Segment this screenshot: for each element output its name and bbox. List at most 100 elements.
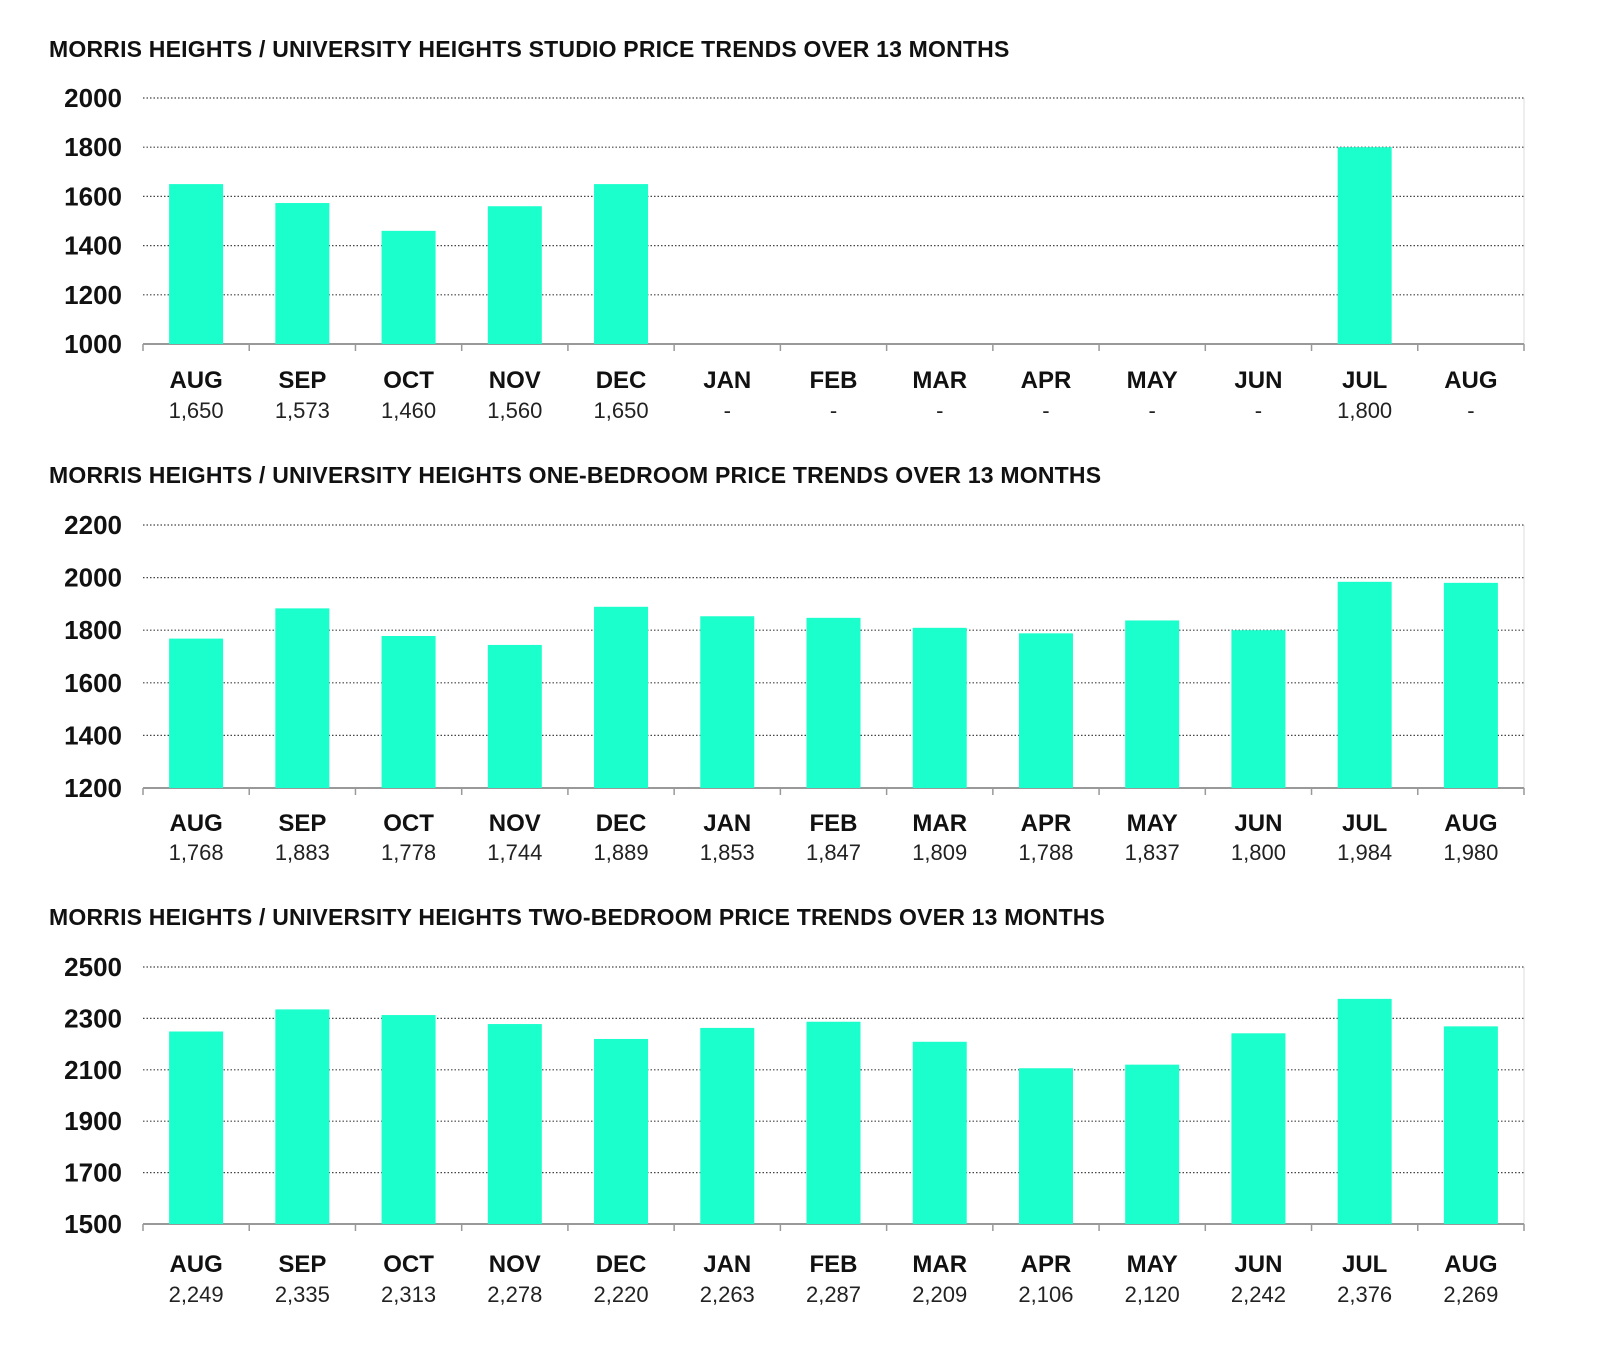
y-tick-label: 2500 bbox=[64, 952, 122, 982]
category-label: MAR bbox=[912, 810, 967, 837]
bar bbox=[1337, 998, 1392, 1224]
bar bbox=[169, 638, 224, 788]
y-tick-label: 2200 bbox=[64, 510, 122, 540]
bar bbox=[381, 230, 436, 344]
value-label: - bbox=[724, 398, 731, 423]
category-label: MAY bbox=[1127, 367, 1178, 394]
category-label: AUG bbox=[169, 810, 222, 837]
bar bbox=[275, 203, 330, 344]
value-label: 2,220 bbox=[594, 1282, 649, 1307]
bar bbox=[1443, 1026, 1498, 1224]
category-label: AUG bbox=[1444, 367, 1497, 394]
value-label: 1,980 bbox=[1443, 840, 1498, 865]
value-label: 1,560 bbox=[487, 398, 542, 423]
value-label: 2,335 bbox=[275, 1282, 330, 1307]
value-label: 1,650 bbox=[594, 398, 649, 423]
value-label: 1,984 bbox=[1337, 840, 1392, 865]
value-label: 2,313 bbox=[381, 1282, 436, 1307]
bar bbox=[594, 606, 649, 788]
value-label: 1,800 bbox=[1337, 398, 1392, 423]
value-label: - bbox=[1255, 398, 1262, 423]
value-label: 2,376 bbox=[1337, 1282, 1392, 1307]
bar bbox=[1443, 582, 1498, 788]
category-label: AUG bbox=[169, 367, 222, 394]
value-label: 2,209 bbox=[912, 1282, 967, 1307]
bar bbox=[594, 1038, 649, 1224]
category-label: OCT bbox=[383, 1251, 434, 1278]
y-tick-label: 1800 bbox=[64, 615, 122, 645]
category-label: JUN bbox=[1234, 367, 1282, 394]
value-label: 2,242 bbox=[1231, 1282, 1286, 1307]
category-label: NOV bbox=[489, 1251, 541, 1278]
chart-title: MORRIS HEIGHTS / UNIVERSITY HEIGHTS TWO-… bbox=[49, 904, 1106, 930]
two-bedroom-price-chart: 2500 2300 2100 1900 1700 1500 AUG 2,249 SEP 2,335… bbox=[64, 952, 1525, 1307]
value-label: 2,278 bbox=[487, 1282, 542, 1307]
bar bbox=[1018, 633, 1073, 788]
value-label: - bbox=[830, 398, 837, 423]
category-label: NOV bbox=[489, 367, 541, 394]
value-label: 1,800 bbox=[1231, 840, 1286, 865]
y-tick-label: 1000 bbox=[64, 329, 122, 359]
category-label: FEB bbox=[810, 1251, 858, 1278]
bar bbox=[912, 627, 967, 788]
value-label: 1,853 bbox=[700, 840, 755, 865]
category-label: APR bbox=[1021, 1251, 1072, 1278]
value-label: 1,788 bbox=[1018, 840, 1073, 865]
category-label: DEC bbox=[596, 810, 647, 837]
category-label: JUL bbox=[1342, 1251, 1387, 1278]
category-label: APR bbox=[1021, 367, 1072, 394]
y-tick-label: 1600 bbox=[64, 668, 122, 698]
chart-title: MORRIS HEIGHTS / UNIVERSITY HEIGHTS ONE-… bbox=[49, 462, 1102, 488]
bar bbox=[1018, 1068, 1073, 1224]
category-label: FEB bbox=[810, 810, 858, 837]
bar bbox=[912, 1041, 967, 1224]
studio-price-chart: 2000 1800 1600 1400 1200 1000 AUG 1,650 SEP 1,573… bbox=[64, 83, 1525, 423]
y-tick-label: 1400 bbox=[64, 720, 122, 750]
bar bbox=[806, 617, 861, 788]
category-label: AUG bbox=[169, 1251, 222, 1278]
category-label: FEB bbox=[810, 367, 858, 394]
category-label: JAN bbox=[703, 1251, 751, 1278]
category-label: MAR bbox=[912, 367, 967, 394]
value-label: 2,120 bbox=[1125, 1282, 1180, 1307]
category-label: JAN bbox=[703, 810, 751, 837]
value-label: 2,269 bbox=[1443, 1282, 1498, 1307]
category-label: JAN bbox=[703, 367, 751, 394]
category-label: JUN bbox=[1234, 810, 1282, 837]
value-label: - bbox=[1042, 398, 1049, 423]
bar bbox=[487, 206, 542, 344]
value-label: 1,837 bbox=[1125, 840, 1180, 865]
y-tick-label: 1200 bbox=[64, 280, 122, 310]
category-label: AUG bbox=[1444, 810, 1497, 837]
category-label: NOV bbox=[489, 810, 541, 837]
bar bbox=[700, 616, 755, 788]
value-label: - bbox=[936, 398, 943, 423]
value-label: 1,768 bbox=[169, 840, 224, 865]
value-label: 1,650 bbox=[169, 398, 224, 423]
category-label: DEC bbox=[596, 367, 647, 394]
value-label: 1,889 bbox=[594, 840, 649, 865]
value-label: 2,287 bbox=[806, 1282, 861, 1307]
bar bbox=[1337, 147, 1392, 344]
category-label: APR bbox=[1021, 810, 1072, 837]
y-tick-label: 1200 bbox=[64, 773, 122, 803]
value-label: 2,106 bbox=[1018, 1282, 1073, 1307]
bar bbox=[275, 1009, 330, 1224]
y-tick-label: 1900 bbox=[64, 1106, 122, 1136]
y-tick-label: 1600 bbox=[64, 181, 122, 211]
value-label: 1,744 bbox=[487, 840, 542, 865]
bar bbox=[487, 1024, 542, 1224]
value-label: - bbox=[1149, 398, 1156, 423]
bar bbox=[169, 1031, 224, 1224]
category-label: MAY bbox=[1127, 810, 1178, 837]
value-label: 2,249 bbox=[169, 1282, 224, 1307]
bar bbox=[1231, 1033, 1286, 1224]
value-label: 1,847 bbox=[806, 840, 861, 865]
category-label: SEP bbox=[278, 367, 326, 394]
bar bbox=[594, 184, 649, 344]
bar bbox=[1231, 630, 1286, 788]
category-label: MAR bbox=[912, 1251, 967, 1278]
y-tick-label: 2100 bbox=[64, 1055, 122, 1085]
bar bbox=[1337, 581, 1392, 788]
value-label: 1,573 bbox=[275, 398, 330, 423]
